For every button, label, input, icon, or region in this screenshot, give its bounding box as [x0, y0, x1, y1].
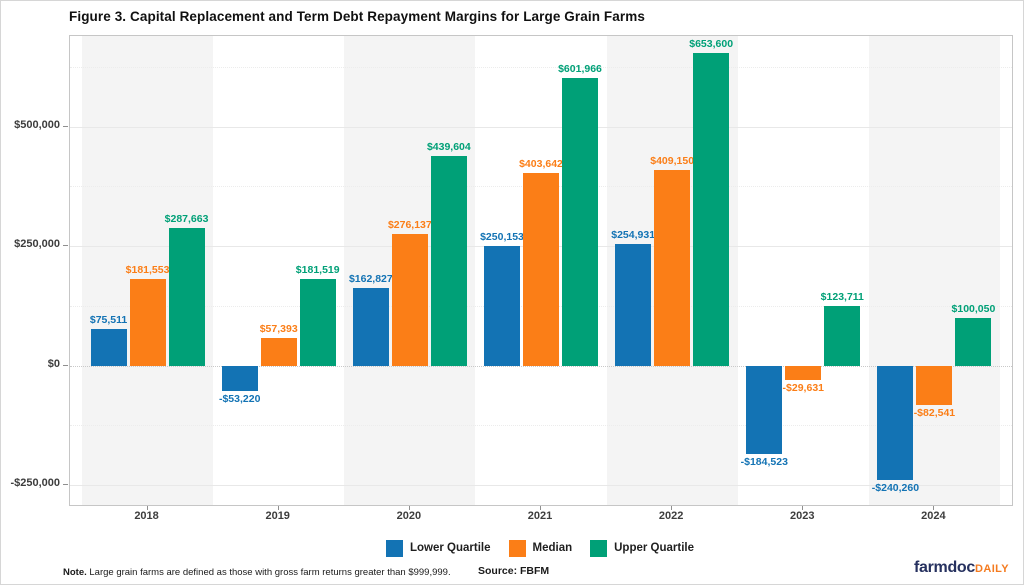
major-gridline: [70, 365, 1012, 367]
x-axis-label: 2019: [265, 510, 290, 522]
bar-value-label: $250,153: [480, 231, 524, 244]
bar-value-label: -$184,523: [740, 455, 788, 468]
major-gridline: [70, 126, 1012, 128]
bar-value-label: -$29,631: [782, 381, 824, 394]
bar-lower-quartile-2019: [221, 365, 258, 391]
bar-upper-quartile-2019: [299, 278, 336, 366]
bar-value-label: $601,966: [558, 63, 602, 76]
minor-gridline: [70, 425, 1012, 427]
bar-value-label: $162,827: [348, 272, 393, 285]
bar-value-label: $653,600: [689, 38, 734, 51]
y-axis-label: -$250,000: [10, 476, 60, 489]
x-axis-label: 2023: [790, 510, 815, 522]
footnote-label: Note.: [63, 567, 87, 578]
legend-label: Lower Quartile: [409, 542, 491, 554]
x-axis-tick: [408, 506, 410, 510]
bar-value-label: $181,519: [295, 263, 340, 276]
x-axis-tick: [277, 506, 279, 510]
y-axis-tick: [63, 125, 68, 127]
x-axis-label: 2020: [396, 510, 422, 522]
bar-lower-quartile-2024: [877, 365, 914, 481]
legend-item-median: Median: [508, 539, 573, 557]
y-axis-tick: [63, 245, 68, 247]
bar-value-label: $276,137: [387, 218, 432, 231]
bar-median-2023: [785, 365, 822, 380]
bar-lower-quartile-2022: [615, 243, 652, 366]
bar-value-label: $123,711: [820, 291, 864, 304]
x-axis-label: 2024: [921, 510, 946, 522]
footnote-text: Large grain farms are defined as those w…: [86, 567, 451, 578]
bar-upper-quartile-2024: [955, 317, 992, 366]
minor-gridline: [70, 67, 1012, 69]
bar-value-label: $287,663: [164, 213, 209, 226]
legend-label: Upper Quartile: [614, 542, 695, 554]
x-axis-tick: [671, 506, 673, 510]
bar-value-label: $75,511: [89, 314, 128, 327]
x-axis-label: 2018: [134, 510, 159, 522]
y-axis-tick: [63, 483, 68, 485]
x-axis-label: 2021: [527, 510, 553, 522]
legend-label: Median: [532, 542, 573, 554]
legend: Lower Quartile Median Upper Quartile: [69, 537, 1011, 559]
y-axis-tick: [63, 364, 68, 366]
bar-value-label: $254,931: [611, 228, 656, 241]
bar-lower-quartile-2018: [90, 329, 127, 366]
y-axis-label: $0: [47, 357, 60, 370]
major-gridline: [70, 484, 1012, 486]
bar-median-2022: [654, 170, 691, 366]
bar-median-2019: [260, 338, 297, 366]
farmdoc-daily-logo: farmdoc DAILY: [914, 559, 1009, 577]
bar-median-2018: [129, 278, 166, 366]
bar-upper-quartile-2023: [824, 306, 861, 366]
bar-value-label: -$53,220: [218, 392, 261, 405]
plot-area: $75,511 -$53,220 $162,827 $250,153 $254,931 -…: [69, 35, 1013, 506]
bar-lower-quartile-2020: [352, 287, 389, 366]
logo-farmdoc-text: farmdoc: [913, 559, 975, 576]
bar-median-2020: [391, 233, 428, 366]
x-axis-tick: [540, 506, 541, 510]
bar-value-label: $403,642: [519, 157, 563, 170]
bar-median-2021: [523, 172, 559, 366]
bar-upper-quartile-2021: [562, 78, 598, 366]
source-text: Source: FBFM: [478, 565, 550, 577]
x-axis-label: 2022: [658, 510, 684, 522]
y-axis-label: $500,000: [14, 118, 60, 131]
chart-title: Figure 3. Capital Replacement and Term D…: [69, 9, 645, 24]
legend-swatch-icon: [508, 539, 526, 557]
footnote: Note. Large grain farms are defined as t…: [63, 567, 451, 578]
x-axis-tick: [802, 506, 804, 510]
bar-upper-quartile-2020: [430, 155, 467, 366]
legend-swatch-icon: [385, 539, 403, 557]
bar-median-2024: [916, 365, 953, 405]
bar-value-label: $409,150: [650, 155, 695, 168]
y-axis-label: $250,000: [14, 238, 60, 251]
legend-swatch-icon: [590, 539, 608, 557]
bar-value-label: $57,393: [259, 323, 298, 336]
x-axis-tick: [933, 506, 935, 510]
bar-value-label: $100,050: [951, 302, 996, 315]
bar-lower-quartile-2023: [746, 365, 783, 454]
legend-item-upper-quartile: Upper Quartile: [590, 539, 695, 557]
bar-value-label: $439,604: [426, 140, 471, 153]
bar-value-label: -$240,260: [871, 482, 920, 495]
bar-upper-quartile-2022: [693, 53, 730, 366]
bar-value-label: $181,553: [125, 263, 170, 276]
x-axis-tick: [146, 506, 148, 510]
bar-value-label: -$82,541: [913, 406, 956, 419]
bar-lower-quartile-2021: [484, 246, 520, 366]
logo-daily-text: DAILY: [975, 563, 1009, 575]
bar-upper-quartile-2018: [168, 228, 205, 366]
legend-item-lower-quartile: Lower Quartile: [385, 539, 491, 557]
